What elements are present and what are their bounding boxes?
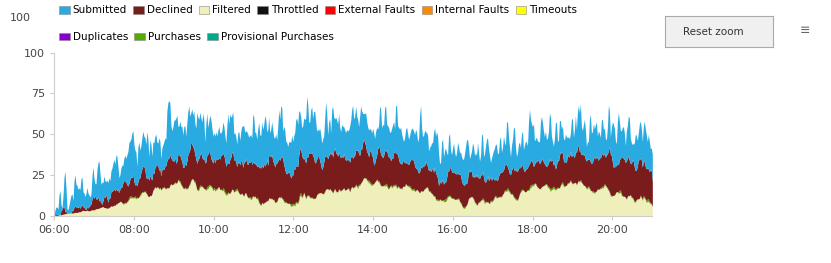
Text: 100: 100 [10,13,31,23]
Text: Reset zoom: Reset zoom [683,27,744,37]
Legend: Duplicates, Purchases, Provisional Purchases: Duplicates, Purchases, Provisional Purch… [59,32,333,42]
Text: ≡: ≡ [799,24,810,37]
